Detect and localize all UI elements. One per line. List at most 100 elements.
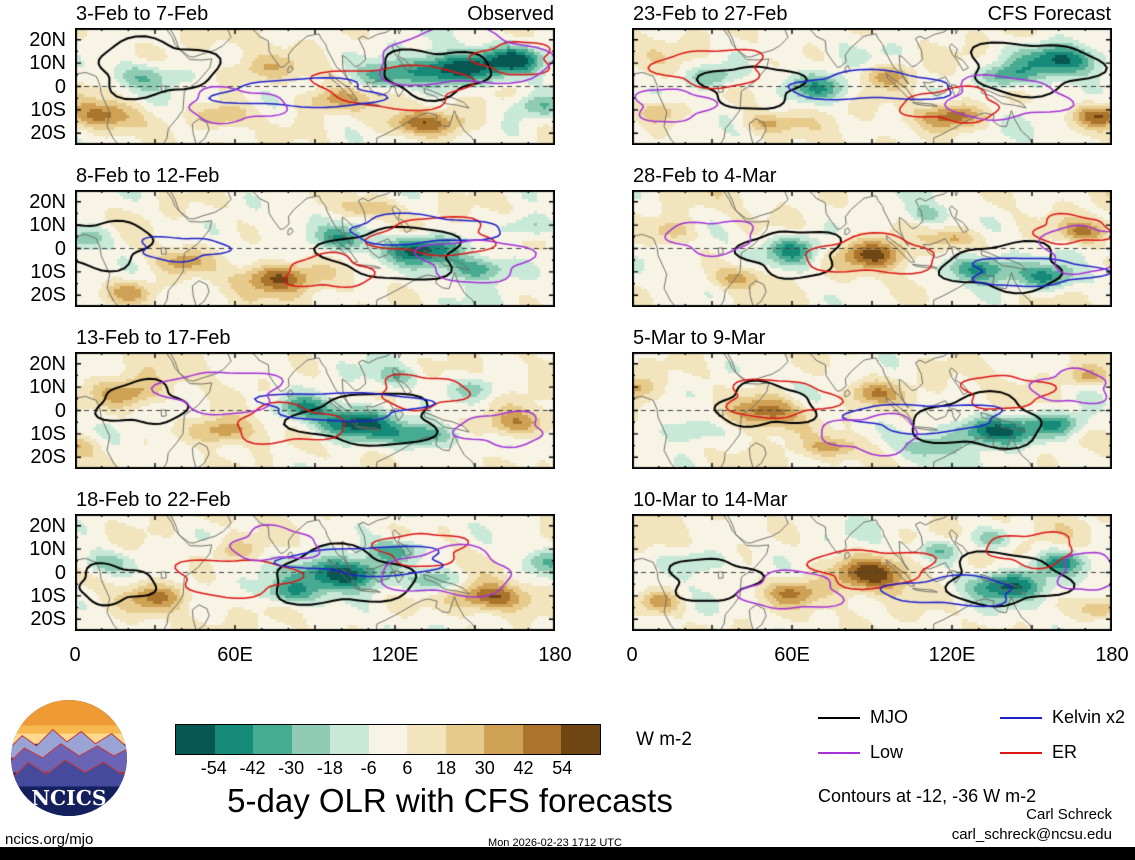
colorbar-segment: [561, 725, 601, 754]
logo-sky: [11, 700, 127, 728]
map-panel: 10-Mar to 14-Mar: [632, 489, 1112, 631]
y-axis-label: 0: [54, 237, 66, 260]
site-link: ncics.org/mjo: [5, 831, 94, 848]
colorbar-segment: [176, 725, 215, 754]
x-axis-label: 180: [538, 644, 572, 666]
y-axis-label: 20S: [30, 608, 66, 631]
map-canvas: [75, 514, 555, 631]
panel-title: 18-Feb to 22-Feb: [76, 489, 231, 511]
y-axis-label: 20S: [30, 122, 66, 145]
map-canvas: [632, 352, 1112, 469]
y-axis-label: 10N: [29, 52, 66, 75]
map-panel: 13-Feb to 17-Feb: [75, 327, 555, 469]
bottom-bar: [0, 847, 1135, 860]
figure-title: 5-day OLR with CFS forecasts: [227, 782, 673, 819]
ncics-logo-graphic: NCICS: [11, 700, 127, 816]
y-axis-label: 20S: [30, 446, 66, 469]
colorbar-tick-label: 18: [436, 758, 457, 778]
y-axis-label: 20S: [30, 284, 66, 307]
panel-title: 10-Mar to 14-Mar: [633, 489, 788, 511]
colorbar-segment: [291, 725, 331, 754]
colorbar-tick-label: 54: [552, 758, 573, 778]
map-panel: 3-Feb to 7-Feb Observed: [75, 3, 555, 145]
colorbar-segment: [445, 725, 485, 754]
logo-text: NCICS: [31, 786, 106, 810]
x-axis-label: 60E: [217, 644, 253, 666]
map-canvas: [75, 28, 555, 145]
ncics-logo: NCICS: [8, 697, 130, 819]
colorbar-segment: [330, 725, 369, 754]
map-panel: 5-Mar to 9-Mar: [632, 327, 1112, 469]
legend-label: MJO: [870, 707, 908, 727]
legend-item: ER: [1000, 742, 1135, 763]
colorbar-tick-label: 6: [402, 758, 413, 778]
legend: MJO Kelvin x2 Low ER: [818, 707, 1135, 763]
colorbar-segment: [368, 725, 408, 754]
logo-sky-glow: [11, 733, 127, 744]
map-canvas: [75, 190, 555, 307]
colorbar-tick-label: -54: [200, 758, 227, 778]
x-axis-label: 120E: [928, 644, 976, 666]
y-axis-label: 10N: [29, 214, 66, 237]
panel-title: 28-Feb to 4-Mar: [633, 165, 777, 187]
panel-corner-label: Observed: [467, 3, 554, 25]
panel-title: 5-Mar to 9-Mar: [633, 327, 766, 349]
legend-item: Low: [818, 742, 1000, 763]
legend-line: [818, 751, 860, 754]
legend-label: Kelvin x2: [1052, 707, 1126, 727]
colorbar-segment: [214, 725, 254, 754]
map-panel: 18-Feb to 22-Feb: [75, 489, 555, 631]
y-axis-label: 20N: [29, 190, 66, 213]
colorbar-tick-label: 42: [513, 758, 534, 778]
panel-title: 13-Feb to 17-Feb: [76, 327, 231, 349]
timestamp: Mon 2026-02-23 1712 UTC: [488, 837, 622, 849]
y-axis-label: 10S: [30, 260, 66, 283]
legend-label: ER: [1052, 742, 1078, 762]
y-axis-label: 10S: [30, 98, 66, 121]
y-axis-label: 10N: [29, 376, 66, 399]
y-axis-label: 10N: [29, 538, 66, 561]
colorbar-tick-label: -6: [360, 758, 377, 778]
y-axis-label: 20N: [29, 514, 66, 537]
colorbar-tick-label: -18: [316, 758, 343, 778]
colorbar-tick-label: 30: [474, 758, 495, 778]
legend-line: [1000, 716, 1042, 719]
map-panel: 23-Feb to 27-Feb CFS Forecast: [632, 3, 1112, 145]
colorbar-unit-label: W m-2: [636, 729, 692, 750]
y-axis-label: 10S: [30, 422, 66, 445]
legend-label: Low: [870, 742, 904, 762]
map-canvas: [632, 514, 1112, 631]
colorbar-segment: [407, 725, 446, 754]
panel-title: 3-Feb to 7-Feb: [76, 3, 209, 25]
map-canvas: [75, 352, 555, 469]
map-canvas: [632, 190, 1112, 307]
y-axis-label: 10S: [30, 584, 66, 607]
colorbar-tick-label: -30: [278, 758, 305, 778]
x-axis-label: 0: [69, 644, 81, 666]
x-axis-label: 60E: [774, 644, 810, 666]
legend-line: [818, 716, 860, 719]
author-email: carl_schreck@ncsu.edu: [951, 826, 1112, 843]
map-canvas: [632, 28, 1112, 145]
author-credit: Carl Schreck: [1026, 806, 1112, 823]
panel-title: 23-Feb to 27-Feb: [633, 3, 788, 25]
y-axis-label: 0: [54, 399, 66, 422]
colorbar-segment: [522, 725, 562, 754]
x-axis-label: 120E: [371, 644, 419, 666]
x-axis-label: 0: [626, 644, 638, 666]
y-axis-label: 20N: [29, 28, 66, 51]
panel-corner-label: CFS Forecast: [987, 3, 1111, 25]
legend-item: MJO: [818, 707, 1000, 728]
y-axis-label: 20N: [29, 352, 66, 375]
contour-note: Contours at -12, -36 W m-2: [818, 786, 1037, 806]
map-panel: 8-Feb to 12-Feb: [75, 165, 555, 307]
logo-sky-band: [11, 725, 127, 736]
y-axis-label: 0: [54, 75, 66, 98]
legend-item: Kelvin x2: [1000, 707, 1135, 728]
colorbar-tick-label: -42: [239, 758, 266, 778]
colorbar: [175, 724, 601, 755]
panel-title: 8-Feb to 12-Feb: [76, 165, 220, 187]
colorbar-segment: [253, 725, 292, 754]
x-axis-label: 180: [1095, 644, 1129, 666]
